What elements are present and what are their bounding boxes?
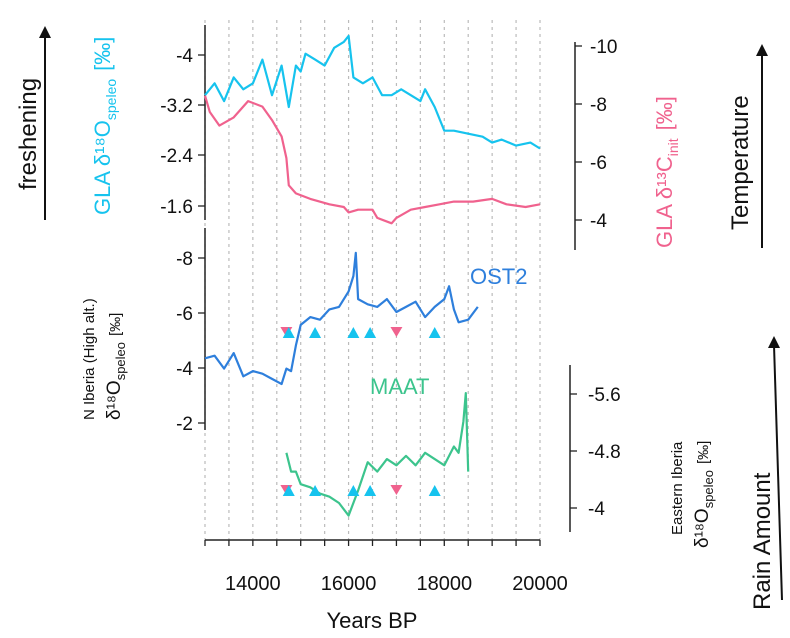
temperature-arrow	[756, 44, 768, 248]
gla-d13c-line	[203, 95, 541, 225]
temperature-label: Temperature	[727, 95, 754, 230]
svg-text:δ¹⁸Ospeleo[‰]: δ¹⁸Ospeleo [‰]	[104, 313, 128, 420]
markers-group	[280, 327, 441, 496]
e-iberia-label-line1: Eastern Iberia	[669, 441, 686, 535]
x-tick-label: 14000	[225, 573, 281, 595]
gla-d18o-line	[204, 34, 541, 150]
gla-d18o-label-main: GLA δ¹⁸O	[90, 120, 115, 215]
e-iberia-label-unit: [‰]	[695, 441, 712, 464]
up-triangle-marker	[428, 327, 441, 338]
x-axis-label: Years BP	[327, 608, 418, 633]
gla-d13c-axis-label: GLA δ¹³Cinit [‰]	[652, 96, 681, 248]
down-triangle-marker	[390, 485, 403, 495]
n-iberia-label-main: δ¹⁸O	[104, 380, 125, 420]
e-iberia-label-sub: speleo	[701, 470, 716, 508]
e-iberia-tick-label: -5.6	[588, 385, 621, 406]
n-iberia-label-unit: [‰]	[107, 313, 124, 336]
gla-d18o-label-sub: speleo	[103, 79, 119, 120]
rain-amount-arrow	[768, 336, 783, 601]
gla-left-tick-label: -3.2	[160, 96, 193, 117]
svg-text:GLA δ¹⁸Ospeleo[‰]: GLA δ¹⁸Ospeleo [‰]	[90, 37, 119, 215]
gla-d13c-label-main: GLA δ¹³C	[652, 156, 677, 248]
x-tick-label: 20000	[512, 573, 568, 595]
n-iberia-axis-label: N Iberia (High alt.) δ¹⁸Ospeleo [‰]	[81, 298, 128, 420]
maat-line	[285, 392, 470, 517]
ost2-line	[204, 251, 479, 386]
n-iberia-label-sub: speleo	[113, 342, 128, 380]
series-group	[203, 34, 541, 517]
up-triangle-marker	[347, 485, 360, 496]
up-triangle-marker	[428, 485, 441, 496]
gla-d13c-label-unit: [‰]	[652, 96, 677, 130]
n-iberia-tick-label: -4	[176, 359, 193, 380]
gla-left-tick-label: -1.6	[160, 197, 193, 218]
gla-right-tick-label: -8	[590, 95, 607, 116]
up-triangle-marker	[282, 327, 295, 338]
up-triangle-marker	[364, 485, 377, 496]
gla-d18o-label-unit: [‰]	[90, 37, 115, 71]
gla-right-tick-label: -10	[590, 37, 617, 58]
x-tick-label: 16000	[321, 573, 377, 595]
gla-left-tick-label: -2.4	[160, 146, 193, 167]
e-iberia-tick-label: -4.8	[588, 442, 621, 463]
up-triangle-marker	[364, 327, 377, 338]
ticks-group: 14000 16000 18000 20000 -4 -3.2 -2.4 -1.6 -10 -8 -…	[160, 37, 621, 595]
maat-label: MAAT	[370, 374, 429, 399]
axes	[204, 25, 576, 541]
freshening-arrow	[39, 26, 51, 220]
up-triangle-marker	[309, 327, 322, 338]
gla-d18o-axis-label: GLA δ¹⁸Ospeleo [‰]	[90, 37, 119, 215]
e-iberia-label-main: δ¹⁸O	[692, 508, 713, 548]
gla-right-tick-label: -4	[590, 211, 607, 232]
up-triangle-marker	[347, 327, 360, 338]
up-triangle-marker	[282, 485, 295, 496]
n-iberia-tick-label: -6	[176, 304, 193, 325]
gla-d13c-label-sub: init	[665, 138, 681, 156]
n-iberia-tick-label: -8	[176, 249, 193, 270]
vertical-grid	[204, 20, 541, 540]
freshening-label: freshening	[15, 78, 42, 190]
n-iberia-label-line1: N Iberia (High alt.)	[81, 298, 98, 420]
down-triangle-marker	[390, 327, 403, 337]
svg-text:GLA δ¹³Cinit[‰]: GLA δ¹³Cinit [‰]	[652, 96, 681, 248]
up-triangle-marker	[309, 485, 322, 496]
e-iberia-axis-label: Eastern Iberia δ¹⁸Ospeleo [‰]	[669, 441, 716, 548]
gla-left-tick-label: -4	[176, 46, 193, 67]
gla-right-tick-label: -6	[590, 153, 607, 174]
e-iberia-tick-label: -4	[588, 499, 605, 520]
n-iberia-tick-label: -2	[176, 414, 193, 435]
svg-text:δ¹⁸Ospeleo[‰]: δ¹⁸Ospeleo [‰]	[692, 441, 716, 548]
ost2-label: OST2	[470, 264, 527, 289]
rain-amount-label: Rain Amount	[749, 472, 776, 610]
x-tick-label: 18000	[416, 573, 472, 595]
